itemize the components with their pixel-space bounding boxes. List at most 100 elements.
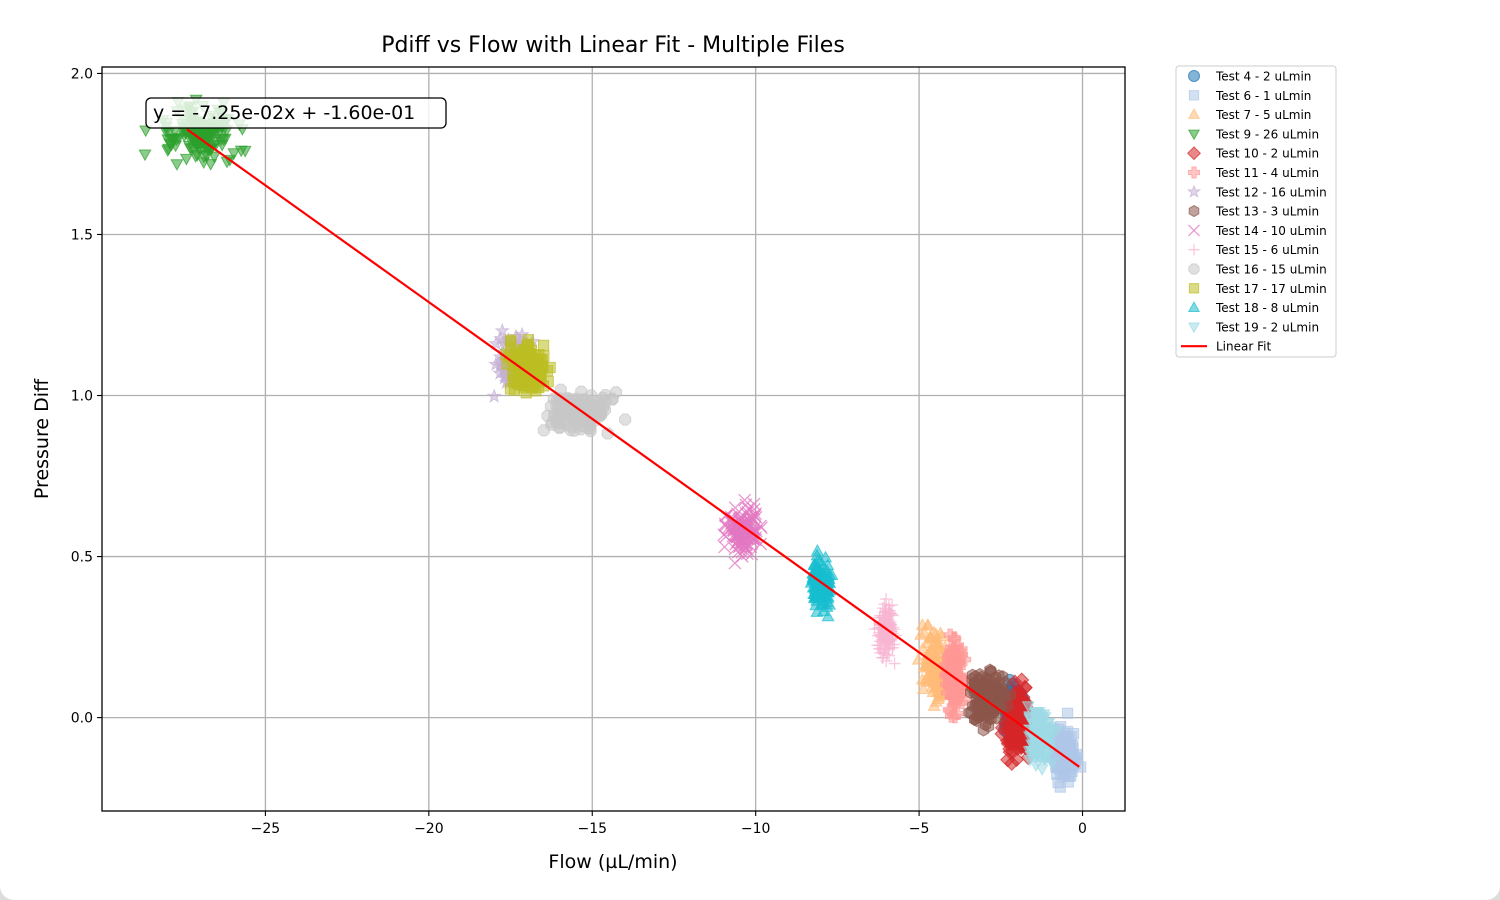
legend-label: Test 12 - 16 uLmin	[1215, 185, 1327, 199]
data-point	[915, 618, 929, 630]
legend-label: Test 6 - 1 uLmin	[1215, 89, 1311, 103]
series-test-14-10-ulmin	[717, 493, 768, 570]
y-tick-label: 0.0	[71, 711, 93, 727]
x-tick-label: −20	[414, 821, 444, 837]
legend-marker	[1188, 70, 1200, 82]
data-point	[172, 132, 186, 145]
data-point	[204, 159, 218, 171]
legend-marker	[1188, 263, 1200, 275]
x-tick-label: −25	[251, 821, 281, 837]
data-point	[995, 701, 1007, 715]
data-point	[1056, 770, 1068, 782]
legend-label: Linear Fit	[1216, 340, 1271, 354]
data-point	[718, 540, 732, 554]
data-point	[170, 159, 184, 171]
y-tick-label: 1.0	[71, 389, 93, 405]
data-point	[562, 407, 575, 420]
data-point	[582, 422, 595, 435]
data-point	[990, 711, 1003, 725]
data-point	[1009, 729, 1025, 745]
legend-marker	[1188, 283, 1200, 294]
x-tick-label: 0	[1078, 821, 1087, 837]
data-point	[505, 334, 517, 346]
y-axis-label: Pressure Diff	[31, 378, 53, 499]
data-point	[985, 687, 997, 701]
legend-label: Test 7 - 5 uLmin	[1215, 108, 1311, 122]
data-point	[999, 676, 1011, 690]
x-tick-label: −10	[741, 821, 771, 837]
data-point	[578, 393, 591, 406]
data-point	[619, 413, 632, 426]
data-point	[165, 139, 179, 152]
fit-equation-box: y = -7.25e-02x + -1.60e-01	[145, 97, 447, 129]
y-tick-label: 1.5	[71, 227, 93, 243]
legend-label: Test 19 - 2 uLmin	[1215, 320, 1319, 334]
data-point	[920, 656, 934, 668]
data-point	[969, 699, 981, 713]
data-point	[179, 153, 193, 166]
fit-equation: y = -7.25e-02x + -1.60e-01	[153, 102, 415, 124]
legend: Test 4 - 2 uLmin Test 6 - 1 uLmin Test 7 -…	[1175, 65, 1337, 358]
linear-fit-line	[186, 128, 1080, 768]
data-point	[947, 631, 961, 645]
data-point	[952, 660, 966, 674]
data-point	[945, 644, 959, 658]
data-point	[948, 698, 961, 712]
data-point	[728, 501, 742, 515]
data-point	[916, 682, 930, 694]
data-point	[544, 361, 556, 374]
legend-label: Test 18 - 8 uLmin	[1215, 301, 1319, 315]
data-point	[610, 386, 623, 399]
data-point	[186, 143, 200, 155]
x-tick-label: −15	[577, 821, 607, 837]
x-tick-label: −5	[909, 821, 930, 837]
y-tick-label: 0.5	[71, 550, 93, 566]
data-point	[916, 641, 930, 654]
legend-label: Test 10 - 2 uLmin	[1215, 147, 1319, 161]
legend-label: Test 9 - 26 uLmin	[1215, 127, 1319, 141]
legend-marker	[1188, 205, 1200, 218]
data-point	[925, 672, 939, 684]
y-tick-label: 2.0	[71, 66, 93, 82]
data-point	[504, 383, 517, 395]
legend-label: Test 15 - 6 uLmin	[1215, 243, 1319, 257]
data-point	[917, 626, 931, 638]
fit-line-layer	[186, 128, 1080, 768]
data-point	[982, 703, 994, 717]
data-point	[592, 404, 605, 417]
data-point	[888, 657, 901, 670]
data-point	[976, 678, 988, 692]
series-test-15-6-ulmin	[868, 593, 903, 670]
data-point	[950, 678, 964, 692]
data-point	[537, 424, 550, 437]
legend-label: Test 13 - 3 uLmin	[1215, 205, 1319, 219]
chart-title: Pdiff vs Flow with Linear Fit - Multiple…	[381, 33, 845, 58]
data-point	[969, 712, 981, 726]
data-point	[1057, 741, 1069, 753]
data-point	[810, 543, 824, 556]
data-point	[514, 326, 530, 342]
data-point	[930, 648, 944, 661]
series-test-16-15-ulmin	[537, 383, 632, 440]
data-point	[931, 638, 945, 650]
data-point	[564, 424, 577, 437]
legend-label: Test 4 - 2 uLmin	[1215, 70, 1311, 84]
data-point	[514, 379, 526, 391]
data-point	[218, 133, 232, 146]
data-points	[138, 94, 1087, 793]
legend-label: Test 16 - 15 uLmin	[1215, 263, 1327, 277]
data-point	[1059, 730, 1071, 742]
data-point	[537, 339, 550, 351]
x-axis-label: Flow (µL/min)	[548, 851, 677, 873]
data-point	[926, 685, 940, 697]
data-point	[738, 493, 752, 507]
data-point	[1061, 707, 1074, 719]
data-point	[227, 148, 241, 161]
data-point	[139, 125, 153, 138]
legend-label: Test 17 - 17 uLmin	[1215, 282, 1327, 296]
data-point	[911, 652, 925, 665]
data-point	[197, 151, 211, 164]
data-point	[548, 410, 561, 423]
